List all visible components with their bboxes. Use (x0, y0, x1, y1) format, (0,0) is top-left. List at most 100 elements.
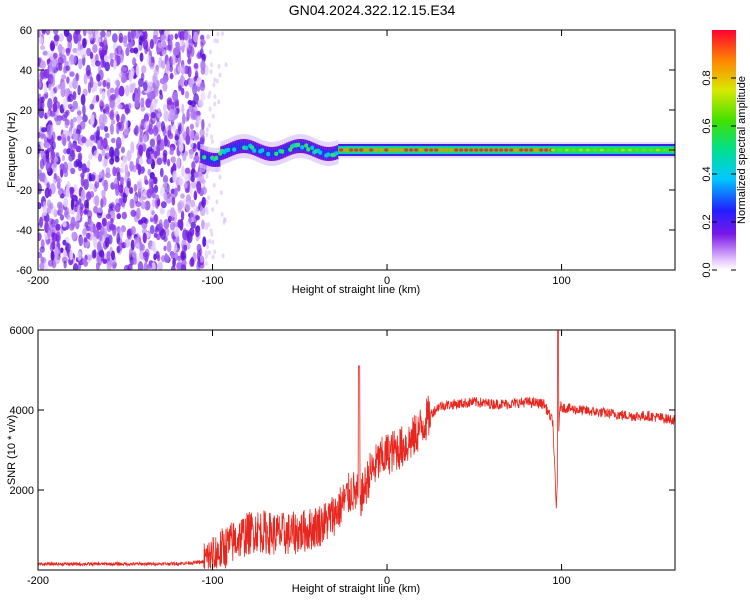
spectrogram-cell (108, 203, 114, 209)
spectrogram-cell (322, 149, 325, 158)
spectrogram-cell (180, 87, 185, 96)
spectrogram-cell (379, 148, 384, 152)
spectrogram-cell (53, 157, 58, 168)
spectrogram-cell (162, 103, 167, 112)
spectrogram-cell (178, 180, 183, 187)
spectrogram-cell (489, 148, 494, 152)
spectrogram-cell (169, 72, 174, 80)
spectrogram-y-ticks: -60 -40 -20 0 20 40 60 (16, 25, 675, 277)
spectrogram-cell (162, 174, 169, 184)
spectrogram-cell (72, 262, 79, 270)
spectrogram-cell (151, 261, 156, 270)
spectrogram-cell (627, 148, 632, 152)
spectrogram-cell (136, 242, 140, 250)
snr-x-ticks: -200 -100 0 100 (27, 330, 571, 587)
spectrogram-cell (73, 160, 79, 168)
spectrogram-cell (62, 249, 67, 258)
spectrogram-cell (149, 39, 154, 50)
spectrogram-cell (94, 195, 100, 207)
spectrogram-cell (40, 45, 46, 51)
spectrogram-cell (70, 207, 76, 215)
spectrogram-cell (162, 149, 168, 158)
spectrogram-cell (264, 148, 267, 157)
spectrogram-cell (118, 242, 123, 251)
spectrogram-cell (97, 64, 102, 75)
spectrogram-cell (180, 251, 187, 259)
spectrogram-cell (199, 205, 206, 217)
spectrogram-cell (177, 45, 182, 52)
spectrogram-cell (124, 103, 130, 115)
spectrogram-cell (62, 66, 67, 74)
spectrogram-cell (129, 47, 135, 54)
spectrogram-cell (62, 239, 67, 246)
spectrogram-cell (82, 227, 87, 235)
spectrogram-cell (42, 30, 46, 35)
spectrogram-cell (374, 148, 379, 152)
spectrogram-cell (103, 54, 110, 63)
spectrogram-cell (209, 69, 213, 75)
spectrogram-cell (157, 261, 163, 270)
spectrogram-cell (69, 187, 74, 199)
spectrogram-cell (39, 70, 44, 82)
spectrogram-cell (216, 155, 219, 164)
spectrogram-cell (187, 58, 192, 65)
spectrogram-cell (165, 44, 172, 51)
spectrogram-cell (190, 108, 196, 120)
spectrogram-cell (138, 144, 144, 156)
spectrogram-cell (179, 30, 186, 42)
spectrogram-cell (65, 243, 72, 252)
spectrogram-cell (106, 88, 112, 98)
spectrogram-cell (218, 155, 221, 164)
spectrogram-cell (210, 138, 214, 144)
spectrogram-cell (159, 207, 165, 215)
spectrogram-cell (139, 35, 144, 41)
spectrogram-cell (97, 139, 101, 149)
spectrogram-cell (219, 190, 223, 196)
spectrogram-cell (110, 93, 117, 101)
spectrogram-cell (202, 155, 207, 160)
spectrogram-cell (207, 250, 211, 256)
spectrogram-cell (200, 59, 206, 71)
spectrogram-cell (150, 111, 156, 119)
spectrogram-cell (171, 54, 177, 65)
spectrogram-cell (499, 148, 504, 152)
y-tick-label: 20 (20, 105, 32, 117)
spectrogram-cell (120, 162, 125, 169)
spectrogram-cell (110, 217, 114, 225)
spectrogram-cell (128, 248, 133, 256)
spectrogram-cell (130, 225, 136, 236)
spectrogram-cell (244, 145, 249, 151)
spectrogram-cell (359, 148, 364, 152)
spectrogram-cell (39, 261, 45, 270)
spectrogram-cell (318, 150, 323, 155)
spectrogram-cell (419, 148, 424, 152)
colorbar-ticks: 0.0 0.2 0.4 0.6 0.8 (701, 70, 736, 278)
spectrogram-cell (199, 262, 205, 269)
spectrogram-cell (157, 223, 164, 231)
spectrogram-cell (92, 81, 98, 92)
spectrogram-cell (205, 127, 209, 133)
spectrogram-cell (212, 82, 216, 88)
spectrogram-cell (78, 58, 83, 70)
spectrogram-cell (174, 228, 179, 238)
spectrogram-cell (91, 58, 96, 68)
spectrogram-cell (166, 240, 172, 253)
spectrogram-cell (183, 41, 190, 49)
spectrogram-cell (70, 221, 75, 230)
spectrogram-cell (181, 165, 185, 178)
spectrogram-cell (137, 181, 143, 193)
spectrogram-cell (49, 110, 56, 117)
spectrogram-cell (83, 178, 89, 190)
spectrogram-cell (93, 205, 99, 214)
spectrogram-cell (157, 112, 161, 119)
spectrogram-cell (120, 116, 125, 124)
spectrogram-cell (592, 148, 597, 152)
spectrogram-cell (174, 135, 180, 141)
spectrogram-cell (200, 41, 204, 49)
spectrogram-cell (38, 202, 41, 210)
spectrogram-cell (214, 155, 219, 161)
spectrogram-cell (220, 211, 224, 217)
spectrogram-cell (97, 207, 103, 214)
spectrogram-cell (82, 38, 87, 49)
spectrogram-cell (138, 241, 143, 251)
